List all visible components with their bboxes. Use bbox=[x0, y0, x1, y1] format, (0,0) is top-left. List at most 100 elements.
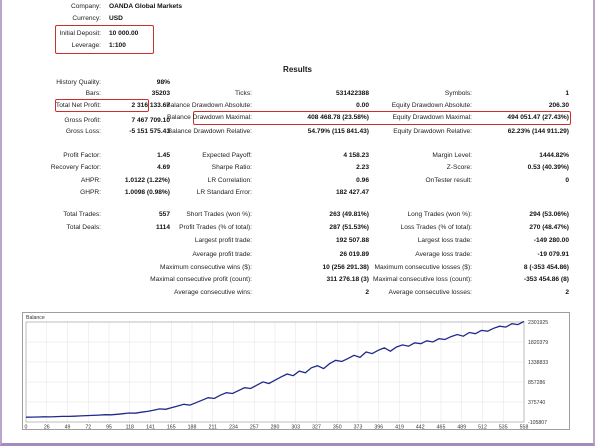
col2-value-8: 263 (49.81%) bbox=[329, 211, 369, 218]
col3-value-2: 494 051.47 (27.43%) bbox=[507, 114, 569, 121]
col1-value-1: 35203 bbox=[151, 90, 170, 97]
col3-value-13: 2 bbox=[565, 289, 569, 296]
col1-value-6: 4.69 bbox=[157, 164, 170, 171]
x-tick-label: 512 bbox=[478, 425, 487, 431]
col2-label-2: Balance Drawdown Maximal: bbox=[166, 114, 252, 121]
col2-value-2: 408 468.78 (23.58%) bbox=[307, 114, 369, 121]
col1-value-10: 1114 bbox=[156, 224, 170, 231]
col2-label-10: Largest profit trade: bbox=[194, 237, 252, 244]
col2-label-1: Balance Drawdown Absolute: bbox=[166, 102, 252, 109]
col1-value-0: 98% bbox=[156, 79, 170, 86]
col3-label-10: Average loss trade: bbox=[415, 251, 472, 258]
results-title: Results bbox=[283, 65, 312, 74]
col2-label-9: Profit Trades (% of total): bbox=[179, 224, 252, 231]
x-axis-ticks: 0 26 49 72 95 118 141 165 188 211 234 257 280 303 327 3… bbox=[25, 425, 529, 431]
col2-value-6: 0.96 bbox=[356, 177, 369, 184]
x-tick-label: 350 bbox=[333, 425, 342, 431]
x-tick-label: 558 bbox=[520, 425, 529, 431]
col2-value-10: 192 507.88 bbox=[335, 237, 369, 244]
chart-grid bbox=[25, 321, 525, 423]
net-profit-highlight-box bbox=[55, 99, 149, 112]
col2-label-5: Sharpe Ratio: bbox=[211, 164, 252, 171]
col3-value-8: 270 (48.47%) bbox=[529, 224, 569, 231]
col2-label-8: Short Trades (won %): bbox=[186, 211, 252, 218]
currency-value: USD bbox=[109, 15, 123, 22]
col1-label-0: History Quality: bbox=[56, 79, 101, 86]
col2-label-12: Maximum consecutive wins ($): bbox=[160, 264, 252, 271]
col1-label-1: Bars: bbox=[85, 90, 101, 97]
y-tick-label: 2301925 bbox=[528, 320, 548, 326]
col3-label-0: Symbols: bbox=[444, 90, 472, 97]
plot-area bbox=[25, 321, 525, 423]
col2-label-7: LR Standard Error: bbox=[196, 189, 252, 196]
col1-value-7: 1.0122 (1.22%) bbox=[124, 177, 170, 184]
col2-value-13: 311 276.18 (3) bbox=[326, 276, 369, 283]
col3-value-10: -19 079.91 bbox=[537, 251, 569, 258]
company-label: Company: bbox=[70, 3, 101, 10]
x-tick-label: 72 bbox=[85, 425, 91, 431]
y-tick-label: 1338833 bbox=[528, 360, 548, 366]
col1-value-2: 2 316 133.67 bbox=[131, 102, 170, 109]
x-tick-label: 95 bbox=[106, 425, 112, 431]
col3-label-1: Equity Drawdown Absolute: bbox=[391, 102, 472, 109]
col3-label-3: Equity Drawdown Relative: bbox=[393, 128, 472, 135]
col3-label-9: Largest loss trade: bbox=[417, 237, 472, 244]
balance-series-line bbox=[25, 320, 525, 418]
x-tick-label: 141 bbox=[146, 425, 155, 431]
col2-value-11: 26 019.89 bbox=[339, 251, 369, 258]
col2-value-3: 54.79% (115 841.43) bbox=[307, 128, 369, 135]
col1-label-4: Gross Loss: bbox=[65, 128, 101, 135]
col3-value-12: -353 454.86 (8) bbox=[523, 276, 569, 283]
x-tick-label: 211 bbox=[209, 425, 217, 431]
col2-value-12: 10 (256 291.38) bbox=[322, 264, 369, 271]
col2-value-7: 182 427.47 bbox=[335, 189, 369, 196]
col1-value-8: 1.0098 (0.98%) bbox=[124, 189, 170, 196]
leverage-label: Leverage: bbox=[71, 42, 101, 49]
col3-label-7: Long Trades (won %): bbox=[407, 211, 472, 218]
x-tick-label: 396 bbox=[374, 425, 383, 431]
col2-value-1: 0.00 bbox=[356, 102, 369, 109]
col1-value-4: -5 151 575.43 bbox=[129, 128, 170, 135]
col2-value-4: 4 158.23 bbox=[343, 152, 369, 159]
y-tick-label: 857286 bbox=[528, 380, 545, 386]
col3-value-7: 294 (53.06%) bbox=[529, 211, 569, 218]
x-tick-label: 49 bbox=[65, 425, 71, 431]
col2-value-0: 531422388 bbox=[335, 90, 369, 97]
x-tick-label: 303 bbox=[291, 425, 300, 431]
col3-value-11: 8 (-353 454.86) bbox=[523, 264, 569, 271]
col1-label-9: Total Trades: bbox=[63, 211, 101, 218]
col2-label-14: Average consecutive wins: bbox=[174, 289, 252, 296]
col3-value-5: 0.53 (40.39%) bbox=[527, 164, 569, 171]
x-tick-label: 188 bbox=[188, 425, 197, 431]
col3-label-2: Equity Drawdown Maximal: bbox=[392, 114, 472, 121]
col2-label-3: Balance Drawdown Relative: bbox=[167, 128, 252, 135]
col2-label-4: Expected Payoff: bbox=[202, 152, 252, 159]
col1-value-9: 557 bbox=[158, 211, 170, 218]
initial-deposit-label: Initial Deposit: bbox=[59, 30, 101, 37]
x-tick-label: 118 bbox=[126, 425, 134, 431]
y-axis-ticks: 2301925 1820379 1338833 857286 375740 -105807 bbox=[528, 320, 548, 426]
x-tick-label: 373 bbox=[354, 425, 363, 431]
col2-value-14: 2 bbox=[365, 289, 369, 296]
x-tick-label: 465 bbox=[437, 425, 446, 431]
col1-label-2: Total Net Profit: bbox=[55, 102, 101, 109]
col3-value-3: 62.23% (144 911.29) bbox=[507, 128, 569, 135]
x-tick-label: 535 bbox=[499, 425, 508, 431]
y-tick-label: 375740 bbox=[528, 400, 545, 406]
col1-label-10: Total Deals: bbox=[66, 224, 101, 231]
col2-label-0: Ticks: bbox=[235, 90, 252, 97]
col2-value-9: 287 (51.53%) bbox=[329, 224, 369, 231]
col3-value-9: -149 280.00 bbox=[533, 237, 569, 244]
chart-frame bbox=[22, 312, 570, 430]
col3-value-1: 206.30 bbox=[548, 102, 569, 109]
x-tick-label: 419 bbox=[395, 425, 404, 431]
y-tick-label: -105807 bbox=[528, 420, 547, 426]
deposit-highlight-box bbox=[55, 25, 154, 54]
col3-label-4: Margin Level: bbox=[432, 152, 472, 159]
drawdown-highlight-box bbox=[193, 111, 571, 125]
chart-title: Balance bbox=[26, 315, 45, 321]
balance-chart: Balance 0 26 49 72 95 118 141 165 188 211 234 257 28… bbox=[22, 312, 570, 430]
y-tick-label: 1820379 bbox=[528, 340, 548, 346]
col1-value-3: 7 467 709.10 bbox=[131, 117, 170, 124]
